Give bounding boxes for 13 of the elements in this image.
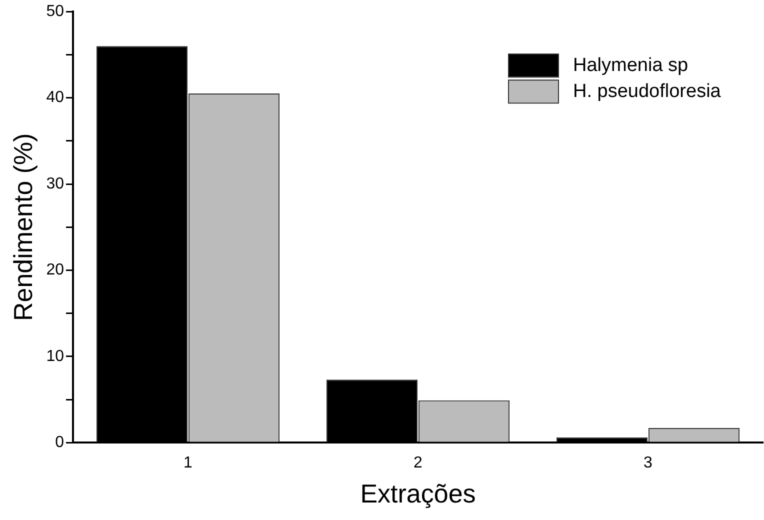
y-tick-label: 10 <box>46 348 64 365</box>
x-tick-label: 2 <box>414 454 423 472</box>
y-tick-label: 30 <box>46 175 64 192</box>
legend-label: H. pseudofloresia <box>573 80 722 102</box>
x-tick-label: 3 <box>644 454 653 472</box>
x-axis-title: Extrações <box>360 478 476 509</box>
y-tick-label: 0 <box>55 434 64 452</box>
y-tick-label: 50 <box>46 3 64 20</box>
x-tick-label: 1 <box>184 454 193 472</box>
y-tick-label: 40 <box>46 89 64 106</box>
legend-label: Halymenia sp <box>573 54 688 76</box>
y-axis-title: Rendimento (%) <box>8 133 38 322</box>
y-tick-label: 20 <box>46 262 64 279</box>
